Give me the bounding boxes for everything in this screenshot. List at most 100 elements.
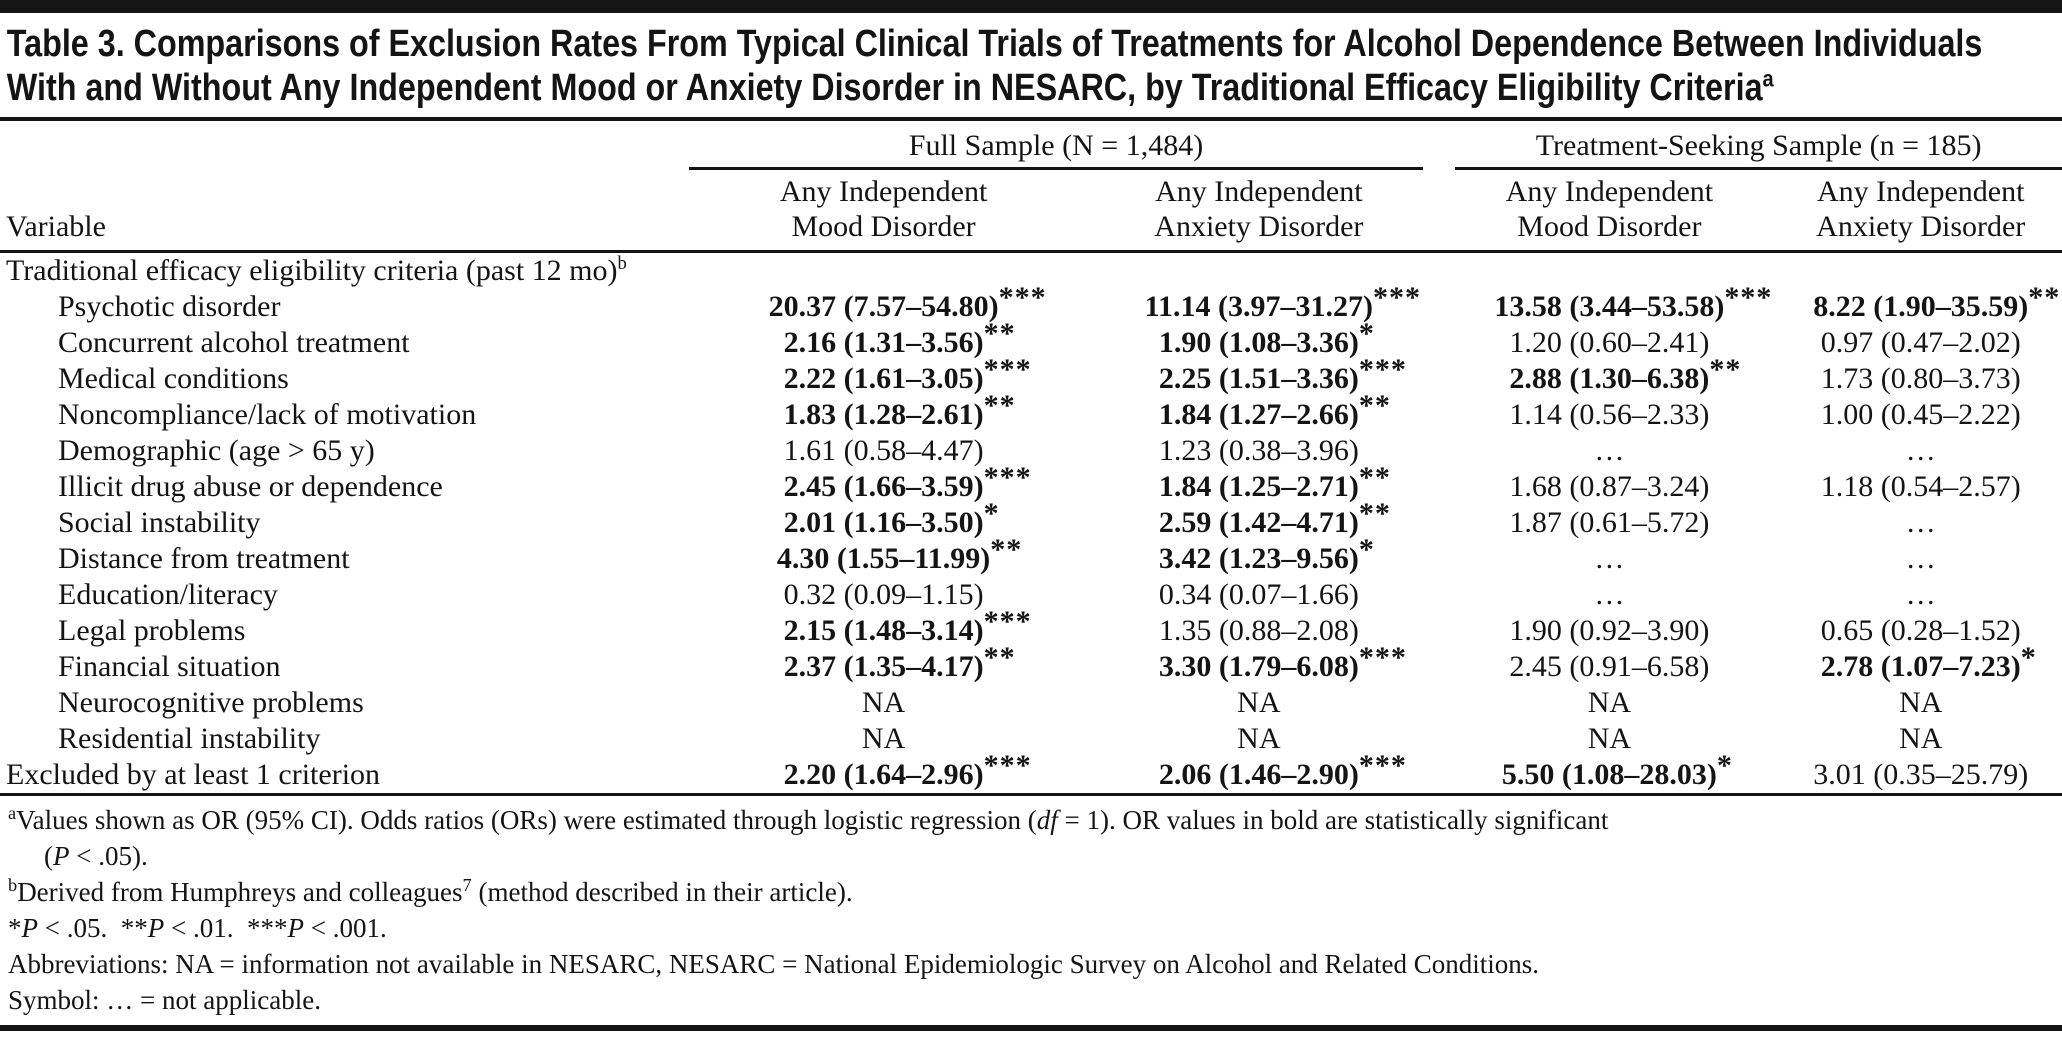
or-value: NA [1237, 722, 1281, 755]
or-value: … [1905, 434, 1936, 467]
or-value: 2.25 (1.51–3.36) *** [1158, 353, 1407, 395]
significance-stars: *** [983, 353, 1032, 386]
or-cell: 8.22 (1.90–35.59) ** [1779, 281, 2062, 325]
or-value: 1.90 (1.08–3.36) * [1158, 317, 1375, 359]
or-value: 2.20 (1.64–2.96) *** [783, 749, 1032, 791]
or-cell: 0.65 (0.28–1.52) [1779, 613, 2062, 649]
or-cell: 2.37 (1.35–4.17) ** [689, 641, 1079, 685]
column-header-variable: Variable [0, 121, 689, 253]
table-row: Financial situation 2.37 (1.35–4.17) ** 3.3… [0, 641, 2062, 685]
row-label: Demographic (age > 65 y) [58, 434, 375, 467]
or-cell: NA [689, 721, 1079, 757]
significance-stars: ** [983, 641, 1016, 674]
or-value: 0.32 (0.09–1.15) [783, 578, 984, 611]
title-rule [0, 117, 2062, 121]
or-cell: 2.25 (1.51–3.36) *** [1078, 353, 1439, 397]
or-value: 2.15 (1.48–3.14) *** [783, 605, 1032, 647]
column-header-full-anxiety: Any Independent Anxiety Disorder [1078, 170, 1440, 253]
or-value: 2.01 (1.16–3.50) * [783, 497, 1000, 539]
or-cell: 2.45 (0.91–6.58) [1439, 649, 1779, 685]
significance-stars: *** [1358, 749, 1407, 782]
or-cell: 1.14 (0.56–2.33) [1439, 397, 1779, 433]
table-body: Traditional efficacy eligibility criteri… [0, 252, 2062, 795]
row-label: Medical conditions [58, 362, 289, 395]
row-label: Psychotic disorder [58, 290, 281, 323]
or-value: … [1905, 506, 1936, 539]
or-value: 1.14 (0.56–2.33) [1509, 398, 1710, 431]
or-cell: NA [1439, 685, 1779, 721]
row-label: Neurocognitive problems [58, 686, 364, 719]
significance-stars: *** [998, 281, 1047, 314]
or-cell: 1.87 (0.61–5.72) [1439, 505, 1779, 541]
or-cell: 2.01 (1.16–3.50) * [689, 497, 1079, 541]
or-cell: 1.84 (1.25–2.71) ** [1078, 461, 1439, 505]
or-value: … [1905, 578, 1936, 611]
or-value: 1.90 (0.92–3.90) [1509, 614, 1710, 647]
significance-stars: *** [1724, 281, 1773, 314]
or-cell: NA [1078, 685, 1439, 721]
or-value: 1.23 (0.38–3.96) [1158, 434, 1359, 467]
or-value: NA [1899, 686, 1943, 719]
group-header-row: Variable Full Sample (N = 1,484) Treatme… [0, 121, 2062, 253]
or-value: 2.22 (1.61–3.05) *** [783, 353, 1032, 395]
or-value: 1.84 (1.27–2.66) ** [1158, 389, 1391, 431]
row-label: Noncompliance/lack of motivation [58, 398, 477, 431]
or-cell: 2.22 (1.61–3.05) *** [689, 353, 1079, 397]
or-value: 2.37 (1.35–4.17) ** [783, 641, 1016, 683]
top-rule [0, 0, 2062, 13]
or-value: 0.97 (0.47–2.02) [1820, 326, 2021, 359]
or-cell: 2.88 (1.30–6.38) ** [1439, 353, 1779, 397]
or-cell: 1.73 (0.80–3.73) [1779, 361, 2062, 397]
or-value: 1.61 (0.58–4.47) [783, 434, 984, 467]
table-title-line1: Table 3. Comparisons of Exclusion Rates … [6, 23, 1983, 65]
footnote: Abbreviations: NA = information not avai… [8, 949, 1540, 979]
or-cell: 3.01 (0.35–25.79) [1779, 757, 2062, 795]
table-row: Medical conditions 2.22 (1.61–3.05) *** 2.2… [0, 353, 2062, 397]
column-header-ts-mood: Any Independent Mood Disorder [1439, 170, 1780, 253]
or-cell: 13.58 (3.44–53.58) *** [1439, 281, 1779, 325]
or-cell: 0.34 (0.07–1.66) [1078, 577, 1439, 613]
footnotes: aValues shown as OR (95% CI). Odds ratio… [0, 796, 2062, 1022]
or-cell: 1.00 (0.45–2.22) [1779, 397, 2062, 433]
or-value: 3.42 (1.23–9.56) * [1158, 533, 1375, 575]
or-cell: 5.50 (1.08–28.03) * [1439, 749, 1779, 795]
significance-stars: * [983, 497, 1000, 530]
table-row: Demographic (age > 65 y) 1.61 (0.58–4.47)… [0, 433, 2062, 469]
or-value: 1.00 (0.45–2.22) [1820, 398, 2021, 431]
row-label: Excluded by at least 1 criterion [6, 758, 381, 791]
or-cell: 2.45 (1.66–3.59) *** [689, 461, 1079, 505]
treatment-seeking-group-label: Treatment-Seeking Sample (n = 185) [1455, 129, 2062, 170]
significance-stars: ** [2028, 281, 2061, 314]
or-cell: 1.84 (1.27–2.66) ** [1078, 389, 1439, 433]
full-sample-group-label: Full Sample (N = 1,484) [688, 129, 1424, 170]
or-cell: 2.15 (1.48–3.14) *** [689, 605, 1079, 649]
or-cell: NA [1779, 685, 2062, 721]
or-cell: NA [1078, 721, 1439, 757]
or-cell: 2.06 (1.46–2.90) *** [1078, 749, 1439, 795]
or-value: 8.22 (1.90–35.59) ** [1813, 281, 2061, 323]
or-value: 2.06 (1.46–2.90) *** [1158, 749, 1407, 791]
or-value: 0.65 (0.28–1.52) [1820, 614, 2021, 647]
table-row: Neurocognitive problems NA NA NA NA [0, 685, 2062, 721]
footnote: aValues shown as OR (95% CI). Odds ratio… [8, 803, 1609, 871]
or-cell: 4.30 (1.55–11.99) ** [689, 533, 1079, 577]
or-value: 2.78 (1.07–7.23) * [1820, 641, 2037, 683]
sub-header-row: Any Independent Mood Disorder Any Indepe… [0, 170, 2062, 253]
significance-stars: *** [983, 749, 1032, 782]
significance-stars: ** [983, 389, 1016, 422]
or-cell: … [1779, 433, 2062, 469]
or-value: 1.35 (0.88–2.08) [1158, 614, 1359, 647]
table-row: Traditional efficacy eligibility criteri… [0, 252, 2062, 290]
significance-stars: *** [983, 605, 1032, 638]
or-cell: … [1779, 541, 2062, 577]
or-value: 2.88 (1.30–6.38) ** [1509, 353, 1742, 395]
significance-stars: * [1358, 533, 1375, 566]
or-value: 1.83 (1.28–2.61) ** [783, 389, 1016, 431]
or-value: … [1594, 434, 1625, 467]
or-value: 1.73 (0.80–3.73) [1820, 362, 2021, 395]
or-value: NA [1237, 686, 1281, 719]
bottom-rule [0, 1025, 2062, 1031]
or-value: NA [1899, 722, 1943, 755]
or-cell: 3.42 (1.23–9.56) * [1078, 533, 1439, 577]
or-value: 4.30 (1.55–11.99) ** [776, 533, 1023, 575]
